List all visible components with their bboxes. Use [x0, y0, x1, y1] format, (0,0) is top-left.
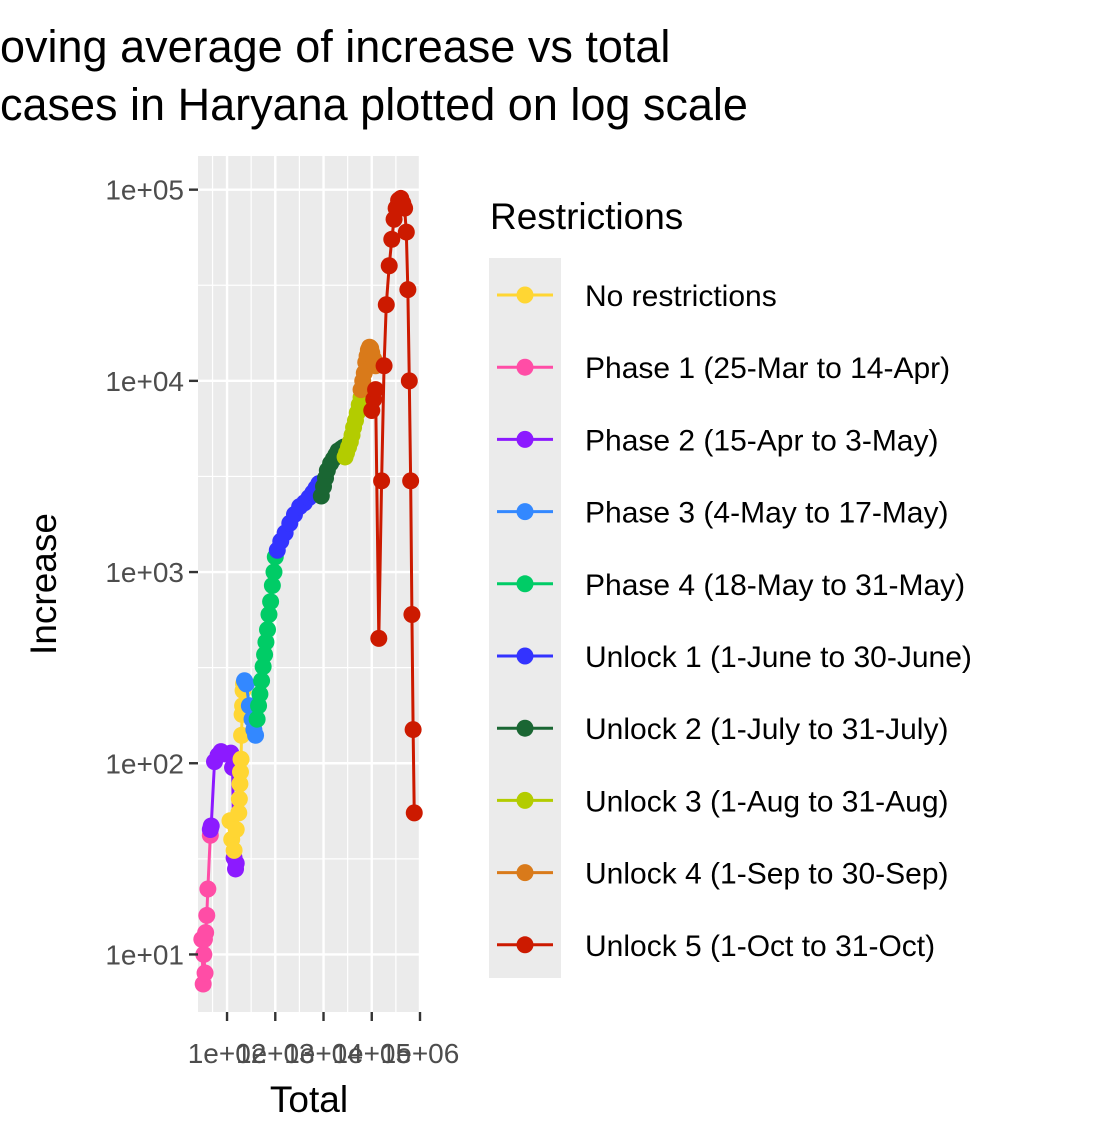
legend-key-point [516, 430, 534, 448]
data-point [248, 710, 266, 728]
legend-item: Unlock 2 (1-July to 31-July) [497, 713, 948, 746]
data-point [253, 672, 271, 690]
grid-major [198, 156, 422, 1012]
plot-panel [193, 156, 423, 1012]
legend-key-point [516, 358, 534, 376]
data-point [404, 721, 422, 739]
data-point [396, 199, 414, 217]
y-axis-title: Increase [23, 513, 64, 655]
data-point [196, 964, 214, 982]
legend-label: Unlock 3 (1-Aug to 31-Aug) [585, 785, 949, 818]
grid-minor [198, 156, 420, 1012]
legend-label: Unlock 2 (1-July to 31-July) [585, 713, 948, 746]
series-layer [193, 189, 423, 993]
y-tick-label: 1e+03 [105, 557, 184, 588]
legend-item: Unlock 3 (1-Aug to 31-Aug) [497, 785, 949, 818]
y-tick-label: 1e+02 [105, 748, 184, 779]
legend-label: Phase 2 (15-Apr to 3-May) [585, 424, 938, 457]
data-point [199, 880, 217, 898]
data-point [380, 257, 398, 275]
legend-label: Phase 1 (25-Mar to 14-Apr) [585, 352, 950, 385]
data-point [262, 593, 280, 611]
data-point [375, 357, 393, 375]
legend-key-point [516, 575, 534, 593]
data-point [263, 577, 281, 595]
x-tick-label: 1e+06 [381, 1038, 460, 1069]
series [363, 189, 423, 822]
y-tick-label: 1e+01 [105, 939, 184, 970]
legend-label: Phase 4 (18-May to 31-May) [585, 569, 965, 602]
legend-item: Phase 1 (25-Mar to 14-Apr) [497, 352, 950, 385]
chart-title-line-2: cases in Haryana plotted on log scale [0, 79, 748, 130]
data-point [259, 621, 277, 639]
x-tick-label: 1e+02 [188, 1038, 267, 1069]
data-point [227, 854, 245, 872]
legend-key-point [516, 286, 534, 304]
x-axis-title: Total [270, 1079, 348, 1120]
legend-item: Phase 3 (4-May to 17-May) [497, 497, 948, 530]
data-point [198, 906, 216, 924]
series [248, 548, 284, 728]
legend-key-point [516, 719, 534, 737]
data-point [197, 924, 215, 942]
x-tick-label: 1e+03 [236, 1038, 315, 1069]
data-point [373, 472, 391, 490]
data-point [202, 817, 220, 835]
data-point [251, 685, 269, 703]
data-point [377, 296, 395, 314]
legend-item: Phase 2 (15-Apr to 3-May) [497, 424, 938, 457]
data-point [237, 675, 255, 693]
data-point [383, 230, 401, 248]
y-axis: 1e+01 1e+02 1e+03 1e+04 1e+05 [105, 175, 198, 970]
data-point [400, 372, 418, 390]
data-point [230, 804, 248, 822]
data-point [265, 563, 283, 581]
legend-label: Unlock 1 (1-June to 30-June) [585, 641, 972, 674]
data-point [247, 726, 265, 744]
data-point [367, 381, 385, 399]
data-point [256, 646, 274, 664]
legend-key-point [516, 503, 534, 521]
legend-key-background [489, 258, 561, 978]
legend-item: No restrictions [497, 280, 777, 313]
legend-title: Restrictions [490, 196, 683, 237]
series [193, 826, 219, 993]
legend-label: Phase 3 (4-May to 17-May) [585, 497, 948, 530]
legend-item: Unlock 1 (1-June to 30-June) [497, 641, 972, 674]
x-tick-label: 1e+05 [332, 1038, 411, 1069]
legend-label: Unlock 4 (1-Sep to 30-Sep) [585, 858, 949, 891]
chart-title-line-1: oving average of increase vs total [0, 21, 670, 72]
data-point [225, 841, 243, 859]
data-point [397, 223, 415, 241]
data-point [230, 790, 248, 808]
data-point [231, 763, 249, 781]
data-point [402, 472, 420, 490]
data-point [260, 605, 278, 623]
legend-item: Unlock 4 (1-Sep to 30-Sep) [497, 858, 949, 891]
legend-items: No restrictions Phase 1 (25-Mar to 14-Apr… [497, 280, 972, 963]
legend-key-point [516, 647, 534, 665]
legend-label: Unlock 5 (1-Oct to 31-Oct) [585, 930, 935, 963]
legend: Restrictions No restrictions Phase 1 (25-… [489, 196, 972, 978]
x-tick-label: 1e+04 [284, 1038, 363, 1069]
legend-item: Phase 4 (18-May to 31-May) [497, 569, 965, 602]
data-point [232, 750, 250, 768]
data-point [403, 605, 421, 623]
legend-key-point [516, 791, 534, 809]
data-point [399, 281, 417, 299]
y-tick-label: 1e+05 [105, 175, 184, 206]
legend-key-point [516, 864, 534, 882]
data-point [195, 945, 213, 963]
y-tick-label: 1e+04 [105, 366, 184, 397]
data-point [370, 629, 388, 647]
legend-key-point [516, 936, 534, 954]
legend-item: Unlock 5 (1-Oct to 31-Oct) [497, 930, 935, 963]
data-point [257, 633, 275, 651]
legend-label: No restrictions [585, 280, 777, 313]
data-point [405, 804, 423, 822]
data-point [227, 821, 245, 839]
